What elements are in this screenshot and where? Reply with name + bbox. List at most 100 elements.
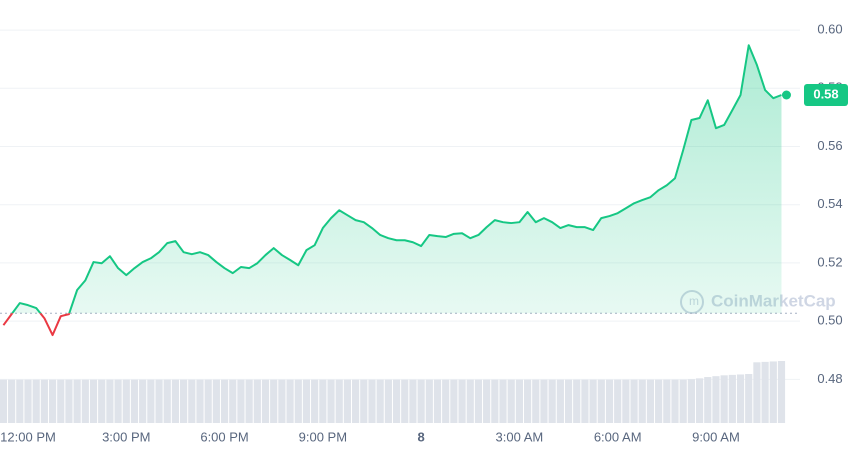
volume-bar [360, 379, 368, 423]
volume-bar [392, 379, 401, 423]
volume-bar [122, 379, 130, 423]
volume-bar [499, 379, 507, 423]
volume-bar [188, 379, 196, 423]
volume-bar [352, 379, 360, 423]
volume-bar [16, 379, 24, 423]
y-tick-label: 0.52 [817, 254, 842, 269]
volume-bar [196, 379, 204, 423]
volume-bar [335, 379, 343, 423]
volume-bar [114, 379, 122, 423]
volume-bar [450, 379, 458, 423]
x-tick-label: 6:00 PM [200, 429, 248, 444]
volume-bar [581, 379, 589, 423]
volume-bar [614, 379, 622, 423]
volume-bar [401, 379, 409, 423]
volume-bar [155, 379, 163, 423]
volume-bar [139, 379, 147, 423]
x-tick-label: 6:00 AM [594, 429, 642, 444]
plot: 0.58 [0, 44, 848, 337]
volume-bar [663, 379, 671, 423]
volume-bar [270, 379, 278, 423]
volume-bar [376, 379, 384, 423]
volume-bar [278, 379, 286, 423]
volume-bar [48, 379, 57, 423]
volume-bar [704, 377, 712, 423]
volume-bar [630, 379, 638, 423]
volume-bar [343, 379, 352, 423]
volume-bar [253, 379, 261, 423]
volume-bar [294, 379, 302, 423]
volume-bar [753, 362, 761, 423]
volume-bar [769, 361, 777, 423]
x-tick-label: 9:00 AM [692, 429, 740, 444]
volume-bar [106, 379, 114, 423]
price-line-up [11, 44, 782, 314]
volume-bar [761, 361, 769, 423]
volume-bar [130, 379, 139, 423]
volume-bar [40, 379, 48, 423]
volume-bar [532, 379, 540, 423]
volume-bar [212, 379, 220, 423]
volume-bar [655, 379, 663, 423]
y-tick-label: 0.50 [817, 313, 842, 328]
volume-bar [171, 379, 180, 423]
volume-bar [327, 379, 335, 423]
volume-bar [458, 379, 466, 423]
volume-bar [548, 379, 556, 423]
volume-bar [483, 379, 491, 423]
grid: 0.48 0.50 0.52 0.54 0.56 0.58 0.60 12:00 PM 3:00… [0, 22, 843, 444]
volume-bar [261, 379, 270, 423]
price-badge-label: 0.58 [813, 86, 838, 101]
volume-bar [368, 379, 376, 423]
x-tick-label: 12:00 PM [0, 429, 56, 444]
volume-bar [417, 379, 425, 423]
volume-bar [319, 379, 327, 423]
volume-bar [597, 379, 605, 423]
volume-bar [425, 379, 433, 423]
volume-bar [491, 379, 499, 423]
volume-bar [65, 379, 73, 423]
volume-bar [286, 379, 294, 423]
volume-bar [147, 379, 155, 423]
y-tick-label: 0.54 [817, 196, 842, 211]
volume-bar [229, 379, 237, 423]
volume-bar [638, 379, 646, 423]
volume-bar [442, 379, 450, 423]
x-tick-label: 8 [418, 429, 425, 444]
volume-bars [0, 361, 786, 423]
volume-bar [237, 379, 245, 423]
volume-bar [98, 379, 106, 423]
y-tick-label: 0.60 [817, 22, 842, 37]
volume-bar [728, 374, 736, 423]
volume-bar [384, 379, 392, 423]
volume-bar [220, 379, 229, 423]
price-badge [804, 84, 848, 107]
volume-bar [573, 379, 581, 423]
volume-bar [204, 379, 212, 423]
volume-bar [8, 379, 16, 423]
volume-bar [24, 379, 32, 423]
volume-bar [695, 378, 704, 423]
volume-bar [646, 379, 655, 423]
x-tick-label: 3:00 AM [496, 429, 544, 444]
volume-bar [712, 376, 720, 423]
volume-bar [589, 379, 597, 423]
volume-bar [556, 379, 564, 423]
volume-bar [720, 375, 728, 423]
volume-bar [163, 379, 171, 423]
x-tick-label: 9:00 PM [299, 429, 347, 444]
volume-bar [736, 374, 745, 423]
area [12, 45, 782, 314]
volume-bar [409, 379, 417, 423]
volume-bar [745, 374, 753, 423]
volume-bar [466, 379, 474, 423]
volume-bar [622, 379, 630, 423]
volume-bar [777, 361, 786, 423]
volume-bar [81, 379, 89, 423]
volume-bar [687, 379, 695, 423]
volume-bar [73, 379, 81, 423]
volume-bar [679, 379, 687, 423]
volume-bar [32, 379, 40, 423]
volume-bar [605, 379, 614, 423]
